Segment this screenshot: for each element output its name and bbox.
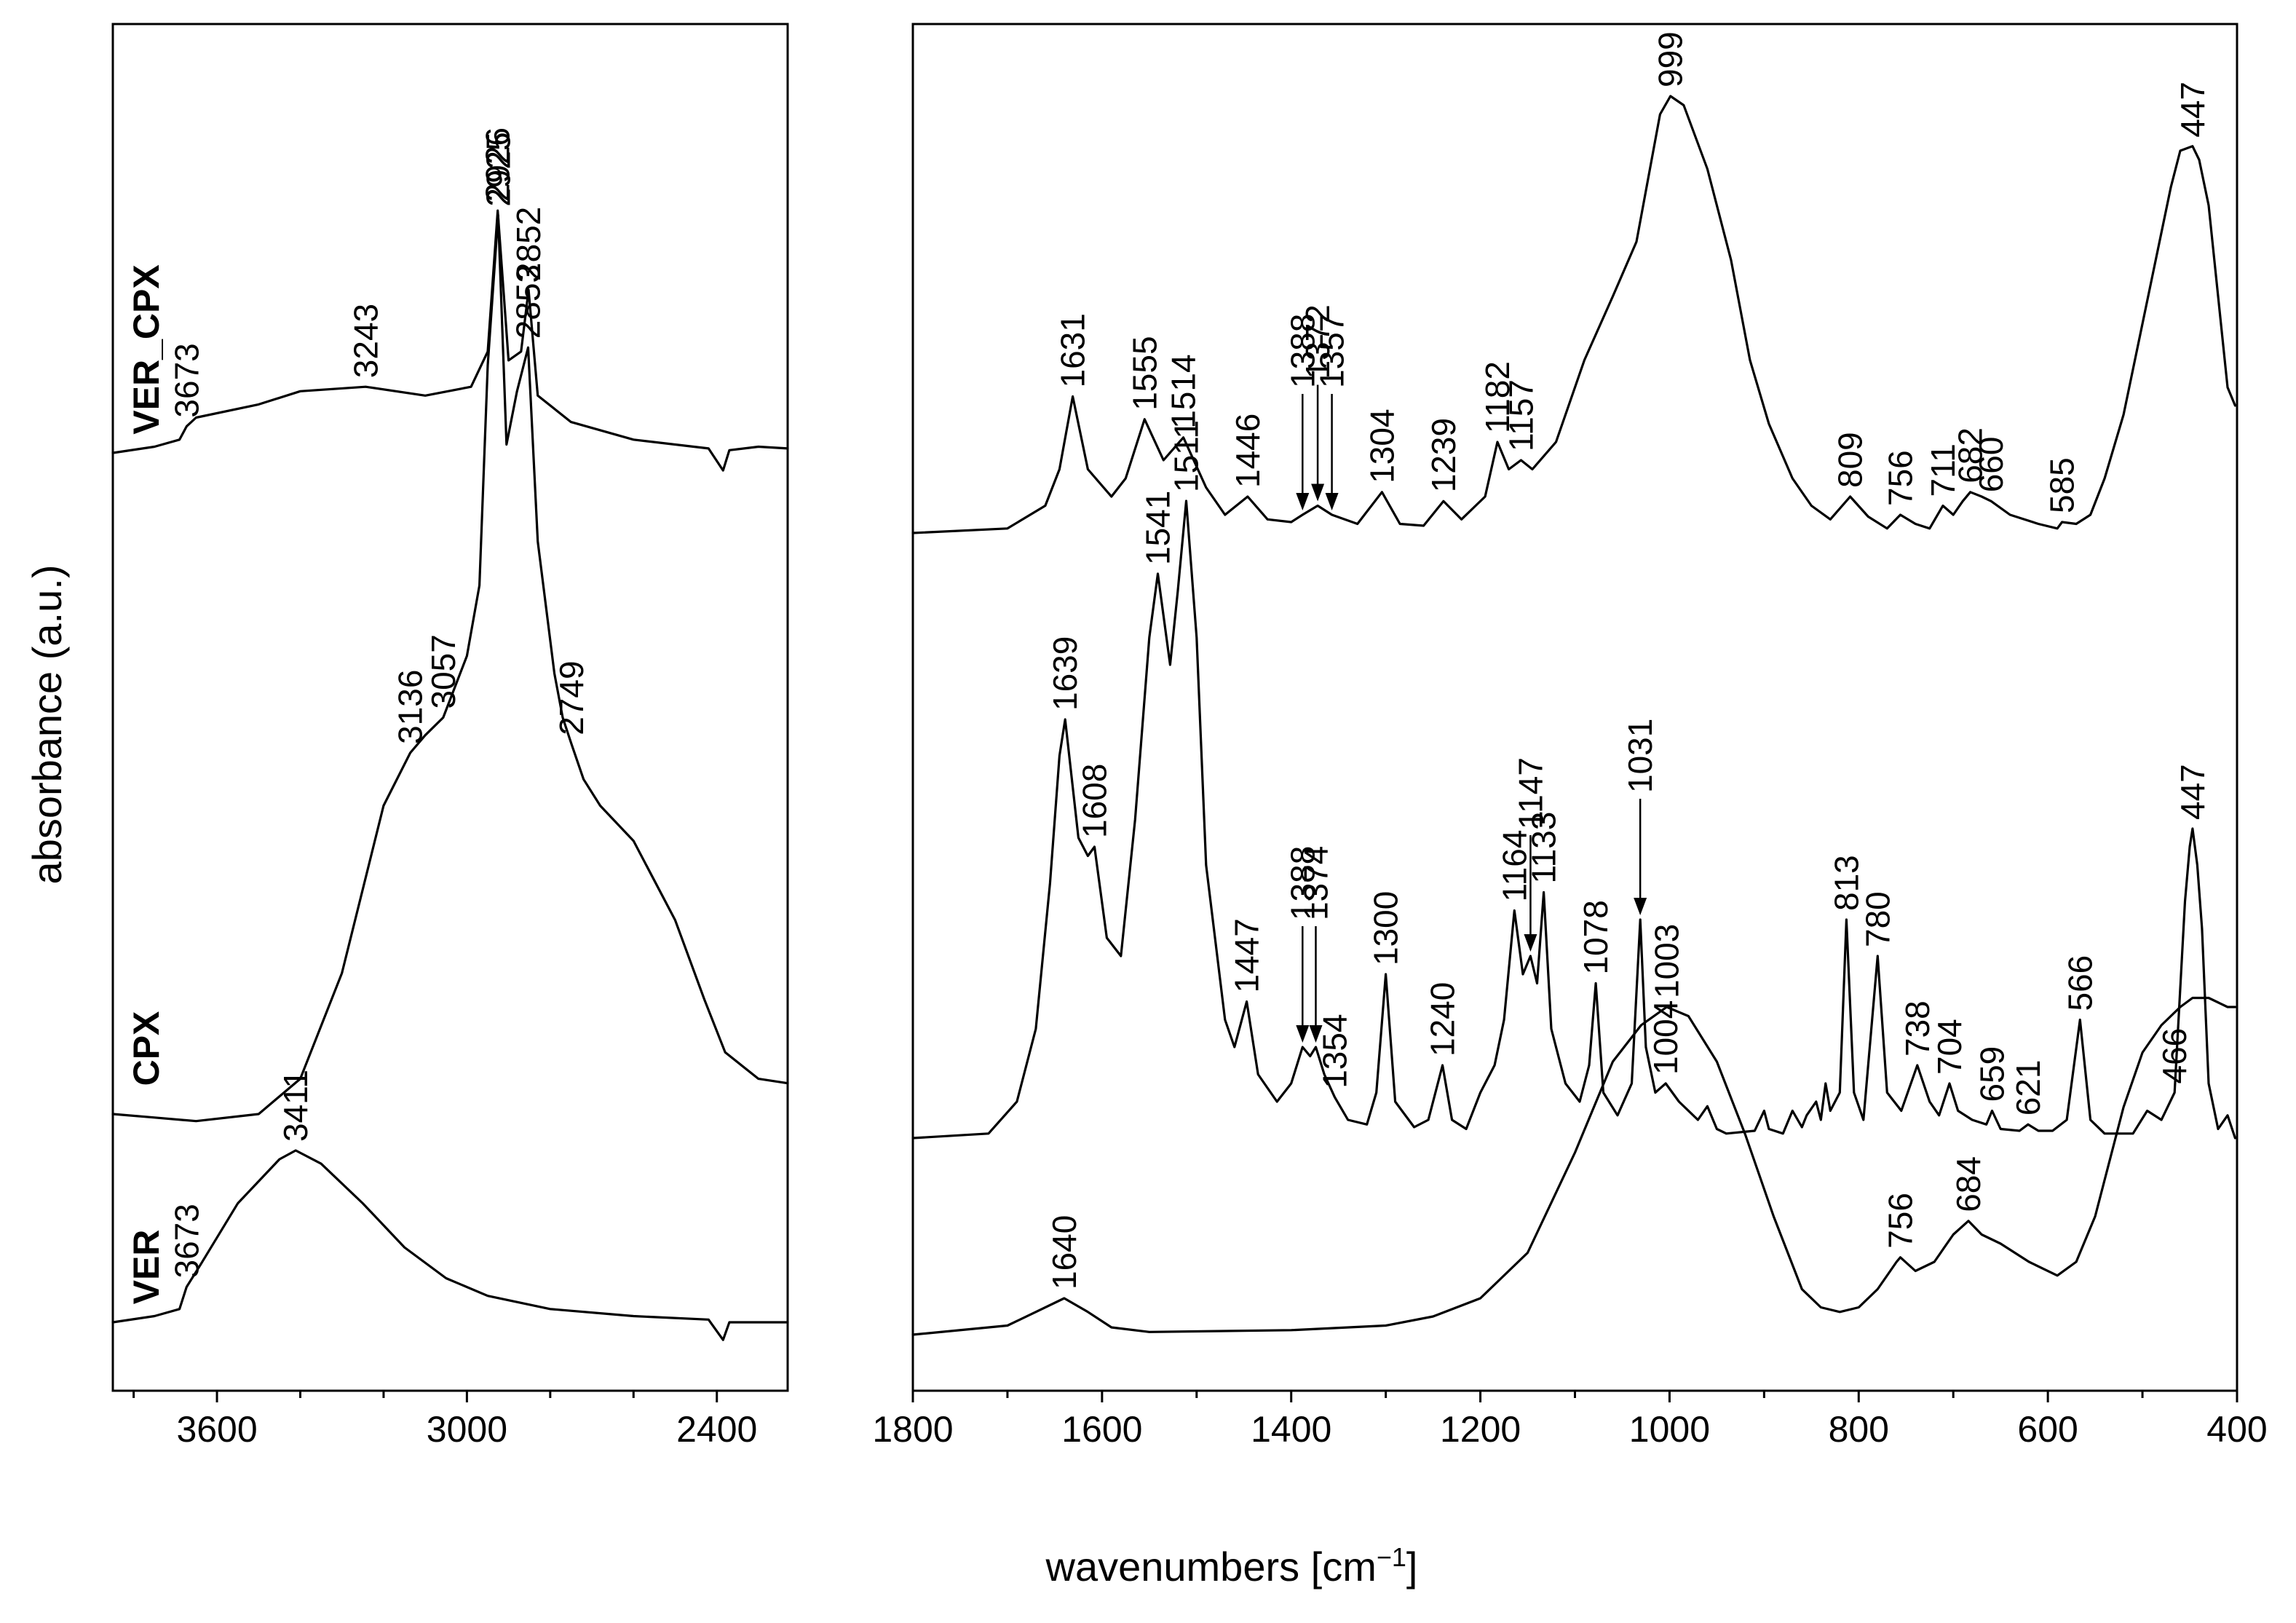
x-tick-label: 3000 [427,1409,507,1450]
peak-label: 1514 [1165,354,1203,428]
peak-label: 1388 [1283,846,1321,920]
peak-label: 3057 [424,634,462,708]
x-tick-label: 2400 [676,1409,757,1450]
peak-label: 1631 [1054,313,1092,387]
peak-label: 704 [1931,1019,1968,1075]
peak-label: 1447 [1228,918,1266,992]
spectrum-cpx [911,499,2236,1140]
peak-label: 1608 [1076,764,1114,838]
peak-label: 738 [1899,1000,1936,1057]
spectrum-cpx [111,214,789,1123]
peak-label: 1555 [1125,336,1163,410]
peak-label: 1147 [1511,757,1549,829]
peak-label: 813 [1827,855,1865,911]
x-axis-label: wavenumbers [cm−1] [1045,1542,1418,1590]
x-tick-label: 1200 [1440,1409,1521,1450]
peak-label: 447 [2174,82,2212,138]
peak-label: 660 [1972,437,2010,493]
peak-label: 621 [2009,1060,2047,1116]
peak-label: 2925 [479,132,517,206]
peak-label: 3673 [167,1204,205,1278]
peak-label: 756 [1882,450,1920,506]
x-tick-label: 600 [2017,1409,2078,1450]
y-axis-label: absorbance (a.u.) [24,565,70,885]
peak-arrowhead [1311,483,1325,502]
peak-label: 1157 [1502,379,1540,451]
peak-label: 1304 [1363,408,1401,483]
peak-label: 659 [1974,1046,2011,1102]
peak-label: 3136 [392,670,429,744]
peak-label: 1239 [1425,418,1462,492]
series-name-ver-cpx: VER_CPX [126,264,167,434]
spectrum-ver-cpx [911,95,2236,534]
x-tick-label: 800 [1829,1409,1889,1450]
series-name-cpx: CPX [126,1011,167,1086]
right-panel-ticks: 1800 1600 1400 1200 1000 800 600 400 [872,1391,2268,1450]
peak-arrowhead [1296,1025,1310,1043]
peak-label: 585 [2043,457,2081,513]
peak-label: 1388 [1283,314,1321,388]
spectrum-ver-cpx [111,209,789,472]
peak-label: 756 [1882,1193,1920,1249]
right-panel-fingerprint-region: 1800 1600 1400 1200 1000 800 600 400 1631 1555 15… [872,23,2268,1450]
peak-label: 3411 [277,1070,314,1142]
peak-label: 809 [1832,432,1869,488]
peak-label: 1639 [1046,636,1084,711]
peak-label: 1004 [1647,1000,1685,1075]
peak-label: 1541 [1139,491,1177,565]
peak-label: 1164 [1495,830,1533,902]
peak-label: 1511 [1168,420,1206,492]
peak-arrowhead [1309,1025,1323,1043]
peak-label: 1374 [1297,846,1335,920]
peak-label: 3243 [347,304,384,378]
peak-label: 1078 [1577,900,1615,974]
peak-label: 1354 [1316,1014,1354,1088]
peak-label: 1182 [1478,361,1516,433]
peak-label: 1357 [1313,314,1351,388]
peak-arrowhead [1524,934,1537,952]
peak-arrowhead [1325,493,1339,510]
peak-label: 2853 [510,264,547,339]
peak-label: 1372 [1299,304,1337,379]
peak-label: 1003 [1648,924,1686,998]
peak-label: 2852 [510,207,547,281]
peak-label: 566 [2061,955,2099,1011]
x-tick-label: 1600 [1061,1409,1142,1450]
peak-label: 780 [1858,891,1896,947]
peak-label: 1640 [1045,1215,1083,1290]
peak-label: 2749 [553,660,590,735]
left-panel-frame [111,23,789,1392]
series-name-ver: VER [126,1230,167,1305]
peak-label: 3673 [167,343,205,417]
x-tick-label: 1000 [1629,1409,1710,1450]
peak-arrowhead [1296,493,1310,510]
peak-label: 2926 [479,127,517,202]
peak-label: 711 [1924,443,1962,497]
peak-label: 447 [2174,764,2212,820]
x-tick-label: 400 [2206,1409,2267,1450]
peak-label: 1300 [1367,891,1405,965]
spectrum-ver [111,1149,789,1341]
peak-label: 1240 [1424,982,1462,1057]
peak-label: 682 [1952,427,1990,483]
left-panel-series-names: VER_CPX CPX VER [126,264,167,1304]
left-panel-spectra [111,209,789,1341]
spectrum-ver [911,996,2236,1336]
peak-label: 466 [2156,1028,2193,1084]
right-panel-spectra [911,95,2236,1336]
left-panel-ticks: 3600 3000 2400 [132,1391,757,1450]
peak-label: 1031 [1621,719,1659,793]
peak-label: 1446 [1229,414,1267,488]
peak-label: 999 [1652,31,1690,87]
peak-label: 684 [1949,1156,1987,1212]
x-tick-label: 3600 [176,1409,257,1450]
x-tick-label: 1800 [872,1409,953,1450]
x-tick-label: 1400 [1251,1409,1331,1450]
peak-arrowhead [1634,898,1647,915]
right-panel-frame [911,23,2238,1392]
